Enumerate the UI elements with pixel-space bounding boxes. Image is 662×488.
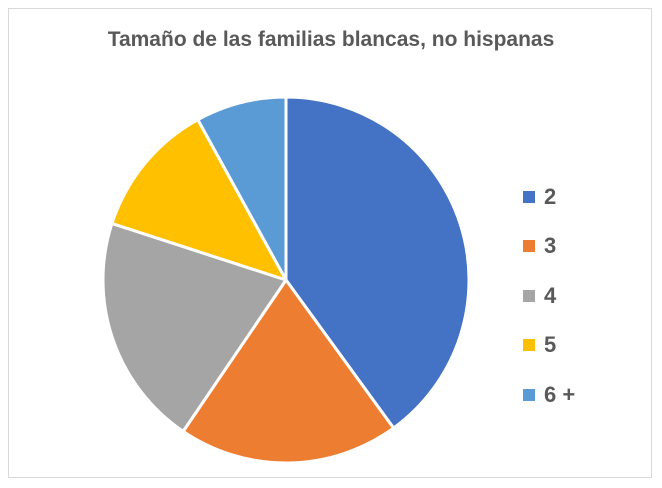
pie-slice-3 <box>181 278 396 465</box>
legend-swatch <box>523 240 535 253</box>
pie-slice-6 <box>196 95 288 282</box>
legend-swatch <box>523 339 535 352</box>
legend-label: 6 + <box>544 381 576 407</box>
pie-slice-5 <box>110 118 288 282</box>
legend-item-5: 5 <box>523 321 575 371</box>
legend-item-3: 3 <box>523 222 575 272</box>
pie-slice-2 <box>284 95 471 430</box>
legend-label: 5 <box>544 332 557 358</box>
legend-label: 4 <box>544 282 557 308</box>
legend-swatch <box>523 190 535 203</box>
legend-swatch <box>523 289 535 302</box>
pie-slice-4 <box>101 221 288 433</box>
legend-item-2: 2 <box>523 172 575 222</box>
chart-legend: 2 3 4 5 6 + <box>523 172 575 420</box>
legend-item-4: 4 <box>523 271 575 321</box>
legend-item-6-plus: 6 + <box>523 370 575 420</box>
legend-label: 3 <box>544 233 557 259</box>
chart-title: Tamaño de las familias blancas, no hispa… <box>107 28 555 51</box>
legend-label: 2 <box>544 183 557 209</box>
legend-swatch <box>523 388 535 401</box>
